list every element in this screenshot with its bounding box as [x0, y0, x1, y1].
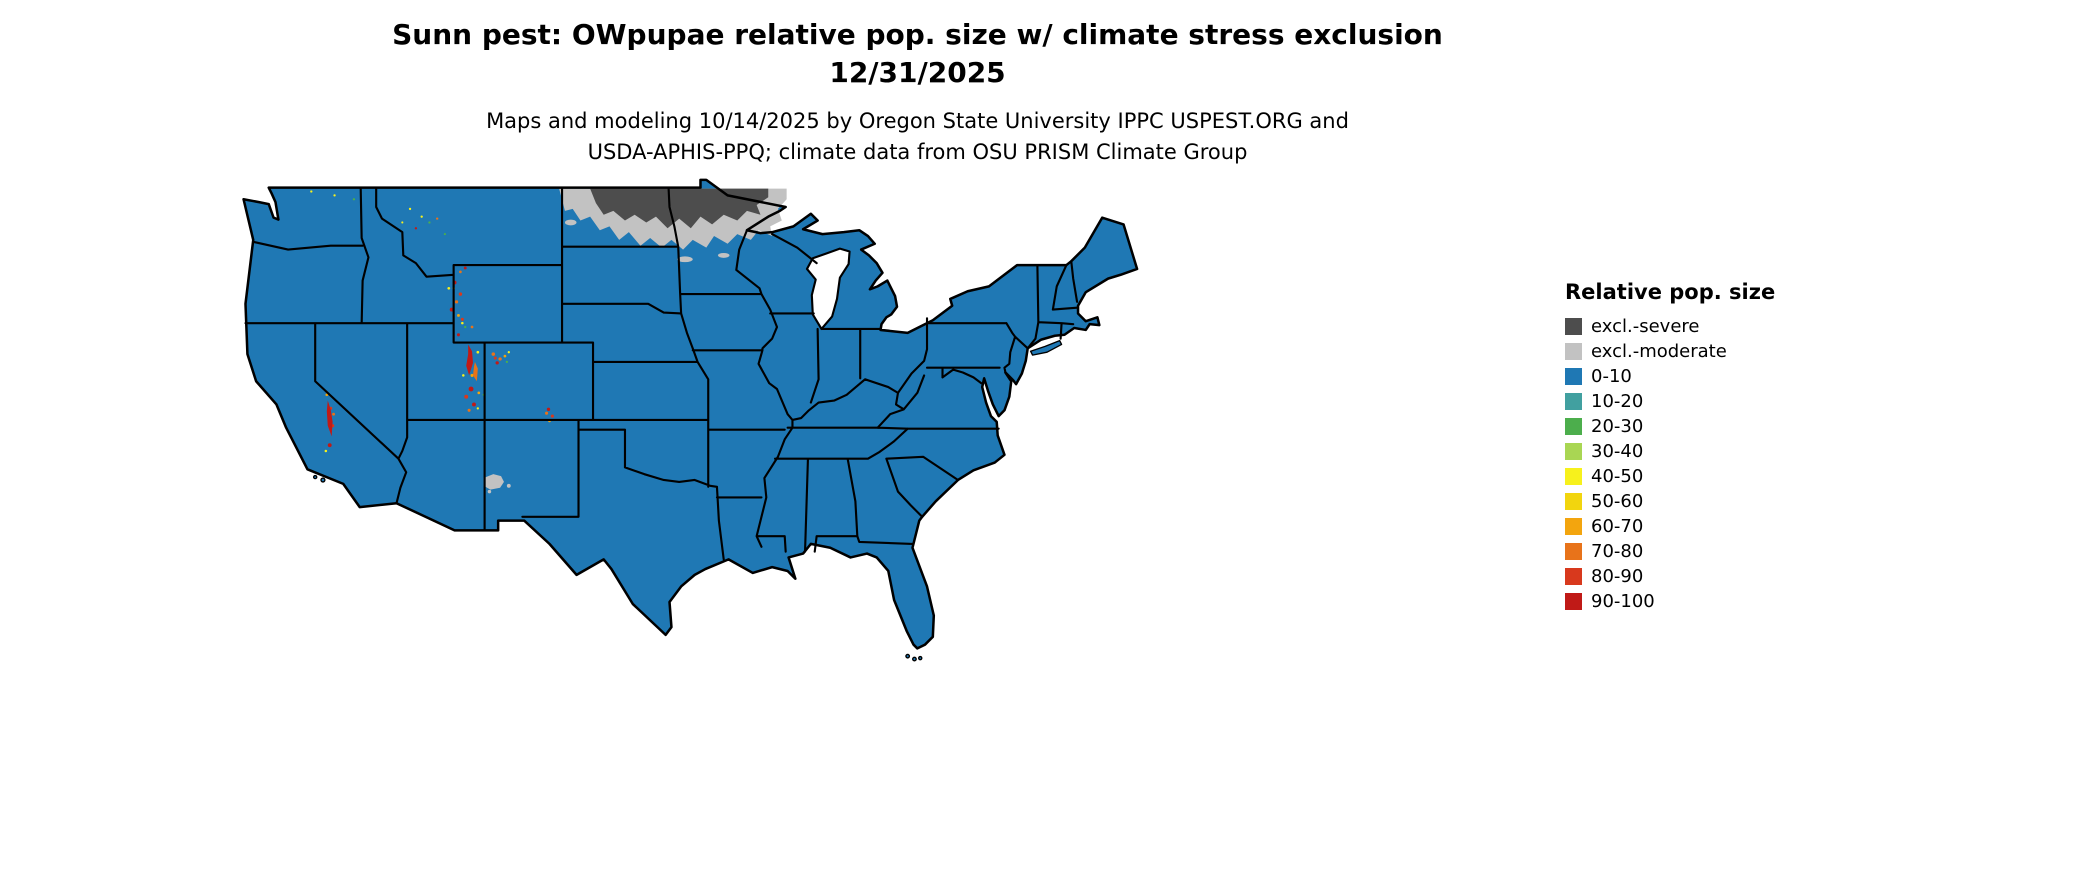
- map-legend: Relative pop. size excl.-severe excl.-mo…: [1565, 280, 1775, 614]
- legend-label: 90-100: [1591, 591, 1655, 612]
- legend-label: 80-90: [1591, 566, 1644, 587]
- florida-keys-island: [912, 656, 917, 662]
- legend-label: 0-10: [1591, 366, 1632, 387]
- legend-swatch: [1565, 368, 1582, 385]
- legend-swatch: [1565, 418, 1582, 435]
- legend-item-20-30: 20-30: [1565, 414, 1775, 439]
- legend-item-90-100: 90-100: [1565, 589, 1775, 614]
- legend-label: 70-80: [1591, 541, 1644, 562]
- map-subtitle: Maps and modeling 10/14/2025 by Oregon S…: [0, 106, 1835, 168]
- map-title-line2: 12/31/2025: [829, 56, 1006, 89]
- us-map: [242, 178, 1139, 662]
- legend-label: 60-70: [1591, 516, 1644, 537]
- legend-item-excl-severe: excl.-severe: [1565, 314, 1775, 339]
- legend-label: 10-20: [1591, 391, 1644, 412]
- legend-swatch: [1565, 343, 1582, 360]
- legend-item-50-60: 50-60: [1565, 489, 1775, 514]
- legend-label: excl.-moderate: [1591, 341, 1727, 362]
- figure-titles: Sunn pest: OWpupae relative pop. size w/…: [0, 16, 1835, 168]
- legend-swatch: [1565, 568, 1582, 585]
- legend-title: Relative pop. size: [1565, 280, 1776, 304]
- exclusion-severe-region: [590, 188, 769, 229]
- legend-item-30-40: 30-40: [1565, 439, 1775, 464]
- legend-item-80-90: 80-90: [1565, 564, 1775, 589]
- legend-swatch: [1565, 593, 1582, 610]
- legend-label: 30-40: [1591, 441, 1644, 462]
- us-map-container: [230, 172, 1140, 666]
- islands: [312, 339, 1063, 662]
- legend-swatch: [1565, 318, 1582, 335]
- legend-label: excl.-severe: [1591, 316, 1700, 337]
- lake-michigan: [805, 247, 851, 331]
- legend-item-0-10: 0-10: [1565, 364, 1775, 389]
- legend-label: 20-30: [1591, 416, 1644, 437]
- legend-label: 40-50: [1591, 466, 1644, 487]
- map-subtitle-line1: Maps and modeling 10/14/2025 by Oregon S…: [486, 109, 1349, 133]
- legend-swatch: [1565, 493, 1582, 510]
- map-title-line1: Sunn pest: OWpupae relative pop. size w/…: [392, 18, 1443, 51]
- legend-item-40-50: 40-50: [1565, 464, 1775, 489]
- legend-item-10-20: 10-20: [1565, 389, 1775, 414]
- channel-island: [320, 477, 326, 483]
- legend-swatch: [1565, 518, 1582, 535]
- hotspots-70-80: [332, 217, 549, 416]
- map-subtitle-line2: USDA-APHIS-PPQ; climate data from OSU PR…: [587, 140, 1248, 164]
- florida-keys-island: [905, 653, 911, 659]
- legend-item-70-80: 70-80: [1565, 539, 1775, 564]
- long-island: [1029, 339, 1063, 356]
- channel-island: [312, 474, 318, 480]
- legend-swatch: [1565, 543, 1582, 560]
- legend-item-60-70: 60-70: [1565, 514, 1775, 539]
- hotspots-40-50: [310, 190, 510, 453]
- legend-swatch: [1565, 393, 1582, 410]
- florida-keys-island: [918, 655, 923, 661]
- legend-item-excl-moderate: excl.-moderate: [1565, 339, 1775, 364]
- state-borders: [244, 186, 1079, 561]
- legend-label: 50-60: [1591, 491, 1644, 512]
- hotspots-90-100: [326, 227, 551, 448]
- legend-swatch: [1565, 468, 1582, 485]
- legend-swatch: [1565, 443, 1582, 460]
